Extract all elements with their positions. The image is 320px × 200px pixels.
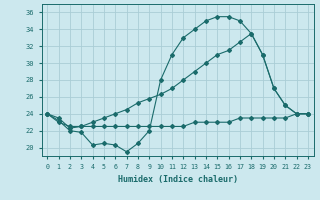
X-axis label: Humidex (Indice chaleur): Humidex (Indice chaleur) [118, 175, 237, 184]
